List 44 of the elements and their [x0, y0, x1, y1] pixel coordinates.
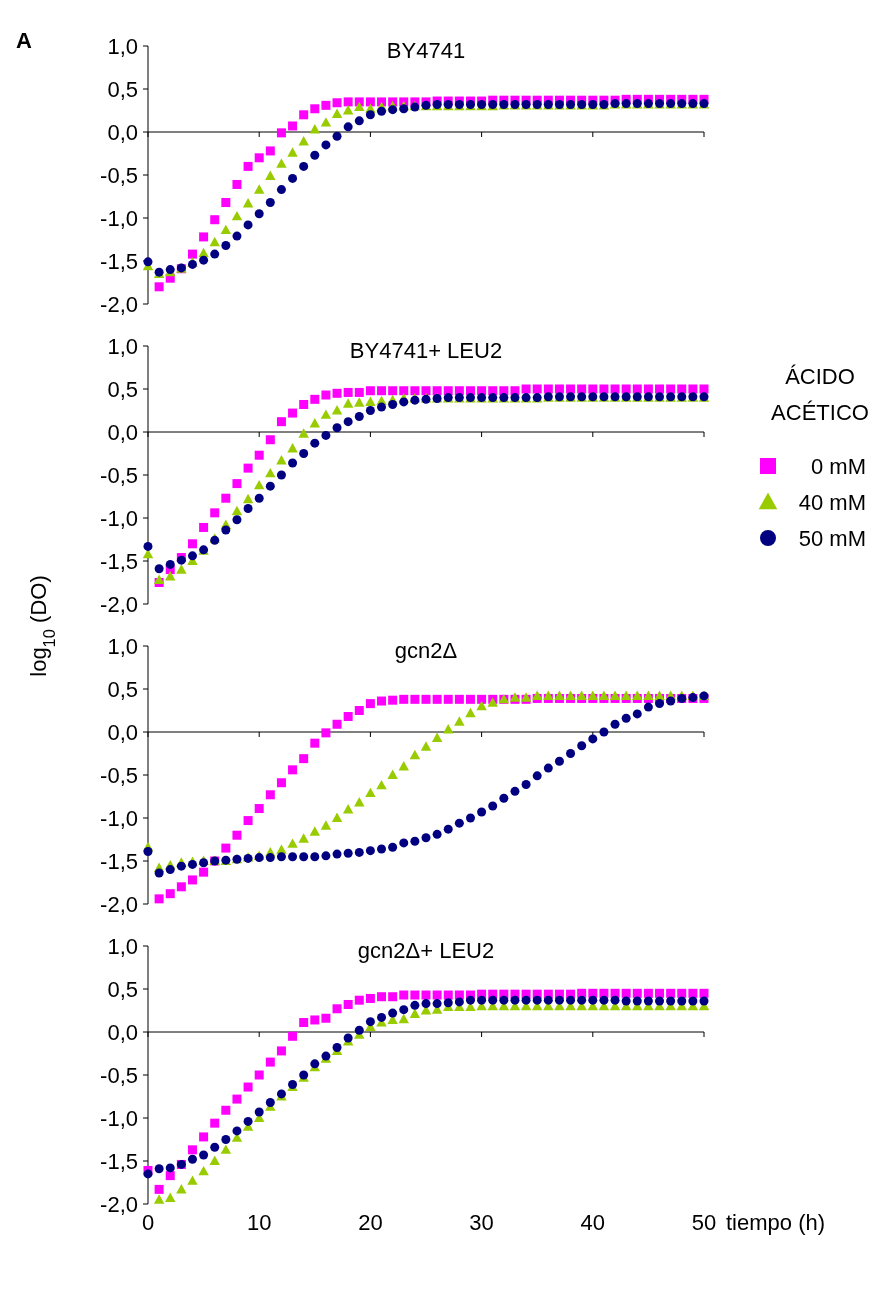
y-tick-label: 0,5 — [107, 976, 138, 1002]
y-tick-label: -1,0 — [100, 505, 138, 531]
y-tick-label: -2,0 — [100, 891, 138, 917]
chart-title: BY4741 — [386, 38, 466, 63]
y-tick-label: -2,0 — [100, 591, 138, 617]
y-tick-label: 0,0 — [107, 119, 138, 145]
y-tick-label: -1,0 — [100, 205, 138, 231]
x-tick-label: 40 — [580, 1210, 606, 1235]
y-tick-label: 0,5 — [107, 76, 138, 102]
y-tick-label: -1,5 — [100, 848, 138, 874]
y-tick-label: -1,0 — [100, 805, 138, 831]
x-tick-label: 50 — [691, 1210, 717, 1235]
chart-title: BY4741+ LEU2 — [349, 338, 503, 363]
legend-title: ÁCIDO ACÉTICO — [771, 364, 869, 425]
x-tick-label: 0 — [141, 1210, 155, 1235]
chart-title: gcn2Δ+ LEU2 — [357, 938, 495, 963]
y-tick-label: 1,0 — [107, 33, 138, 59]
chart-title: gcn2Δ — [394, 638, 458, 663]
y-tick-label: 0,0 — [107, 1019, 138, 1045]
y-tick-label: -1,5 — [100, 248, 138, 274]
y-tick-label: 1,0 — [107, 633, 138, 659]
y-tick-label: -2,0 — [100, 291, 138, 317]
y-tick-label: -0,5 — [100, 162, 138, 188]
legend-label: 0 mM — [811, 453, 866, 479]
y-tick-label: 0,0 — [107, 719, 138, 745]
y-tick-label: 0,5 — [107, 376, 138, 402]
x-tick-label: 20 — [358, 1210, 383, 1235]
x-tick-label: 10 — [246, 1210, 272, 1235]
y-tick-label: 0,0 — [107, 419, 138, 445]
x-axis-title: tiempo (h) — [726, 1210, 826, 1235]
y-tick-label: 1,0 — [107, 333, 138, 359]
text: A — [16, 28, 32, 53]
y-tick-label: -1,5 — [100, 548, 138, 574]
legend-label: 40 mM — [798, 489, 866, 515]
y-tick-label: -1,5 — [100, 1148, 138, 1174]
y-tick-label: -2,0 — [100, 1191, 138, 1217]
x-tick-label: 30 — [469, 1210, 494, 1235]
y-tick-label: 1,0 — [107, 933, 138, 959]
y-tick-label: 0,5 — [107, 676, 138, 702]
legend-label: 50 mM — [798, 525, 866, 551]
y-tick-label: -0,5 — [100, 762, 138, 788]
y-tick-label: -1,0 — [100, 1105, 138, 1131]
y-tick-label: -0,5 — [100, 1062, 138, 1088]
y-tick-label: -0,5 — [100, 462, 138, 488]
